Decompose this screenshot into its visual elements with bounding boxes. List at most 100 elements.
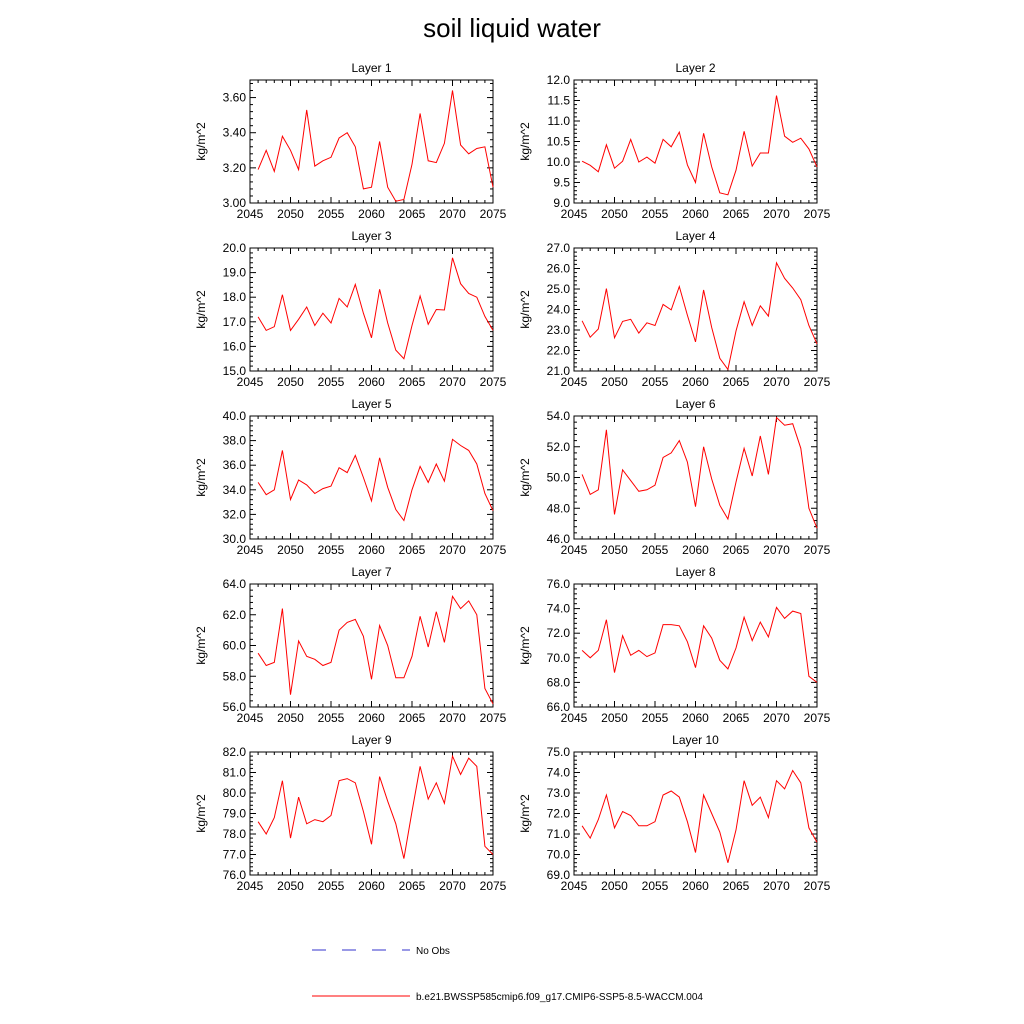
x-tick-label: 2050	[601, 711, 628, 725]
x-tick-label: 2060	[358, 543, 385, 557]
y-tick-label: 40.0	[223, 409, 247, 423]
x-tick-label: 2060	[682, 879, 709, 893]
x-tick-label: 2060	[682, 375, 709, 389]
series-line	[581, 416, 818, 529]
y-tick-label: 48.0	[547, 501, 571, 515]
plot-frame	[249, 751, 494, 876]
y-tick-label: 78.0	[223, 827, 247, 841]
x-tick-label: 2045	[237, 543, 264, 557]
y-tick-label: 70.0	[547, 651, 571, 665]
x-tick-label: 2075	[804, 711, 831, 725]
x-tick-label: 2065	[723, 711, 750, 725]
panel-title: Layer 5	[351, 397, 391, 411]
y-tick-label: 26.0	[547, 262, 571, 276]
x-tick-label: 2045	[237, 879, 264, 893]
y-tick-label: 82.0	[223, 745, 247, 759]
panel-4: Layer 4 2045 2050 2055 2060 2065 2070 2075 21.0 2…	[518, 229, 831, 389]
x-tick-label: 2055	[642, 879, 669, 893]
y-tick-label: 18.0	[223, 290, 247, 304]
y-tick-label: 27.0	[547, 241, 571, 255]
panel-title: Layer 1	[351, 61, 391, 75]
x-tick-label: 2045	[237, 207, 264, 221]
series-line	[257, 754, 494, 859]
y-tick-label: 66.0	[547, 700, 571, 714]
series-line	[581, 606, 818, 683]
y-axis-label: kg/m^2	[518, 458, 532, 497]
x-tick-label: 2055	[642, 207, 669, 221]
series-line	[257, 594, 494, 705]
x-tick-label: 2075	[480, 711, 507, 725]
y-axis-label: kg/m^2	[518, 122, 532, 161]
x-tick-label: 2045	[561, 375, 588, 389]
x-tick-label: 2055	[642, 375, 669, 389]
y-tick-label: 60.0	[223, 639, 247, 653]
x-tick-label: 2045	[561, 879, 588, 893]
panel-title: Layer 2	[675, 61, 715, 75]
y-tick-label: 12.0	[547, 73, 571, 87]
plot-frame	[573, 415, 818, 540]
x-tick-label: 2060	[682, 207, 709, 221]
x-tick-label: 2050	[601, 879, 628, 893]
y-tick-label: 76.0	[223, 868, 247, 882]
x-tick-label: 2050	[277, 375, 304, 389]
y-tick-label: 10.5	[547, 135, 571, 149]
x-tick-label: 2075	[480, 543, 507, 557]
y-tick-label: 72.0	[547, 807, 571, 821]
series-line	[581, 769, 818, 863]
y-tick-label: 58.0	[223, 669, 247, 683]
panel-title: Layer 7	[351, 565, 391, 579]
y-tick-label: 72.0	[547, 626, 571, 640]
x-tick-label: 2065	[399, 543, 426, 557]
y-tick-label: 3.20	[223, 161, 247, 175]
y-tick-label: 19.0	[223, 266, 247, 280]
y-tick-label: 9.0	[553, 196, 570, 210]
y-axis-label: kg/m^2	[194, 290, 208, 329]
panel-6: Layer 6 2045 2050 2055 2060 2065 2070 2075 46.0 4…	[518, 397, 831, 557]
y-axis-label: kg/m^2	[194, 122, 208, 161]
y-tick-label: 17.0	[223, 315, 247, 329]
y-tick-label: 81.0	[223, 766, 247, 780]
y-tick-label: 62.0	[223, 608, 247, 622]
y-tick-label: 16.0	[223, 339, 247, 353]
x-tick-label: 2075	[480, 879, 507, 893]
y-tick-label: 74.0	[547, 766, 571, 780]
y-tick-label: 30.0	[223, 532, 247, 546]
y-tick-label: 23.0	[547, 323, 571, 337]
panel-7: Layer 7 2045 2050 2055 2060 2065 2070 2075 56.0 5…	[194, 565, 507, 725]
y-tick-label: 22.0	[547, 344, 571, 358]
x-tick-label: 2070	[763, 879, 790, 893]
panel-title: Layer 9	[351, 733, 391, 747]
x-tick-label: 2050	[277, 711, 304, 725]
y-tick-label: 74.0	[547, 602, 571, 616]
y-axis-label: kg/m^2	[518, 290, 532, 329]
y-axis-label: kg/m^2	[194, 794, 208, 833]
x-tick-label: 2050	[277, 543, 304, 557]
x-tick-label: 2065	[399, 711, 426, 725]
y-tick-label: 56.0	[223, 700, 247, 714]
y-tick-label: 34.0	[223, 483, 247, 497]
x-tick-label: 2065	[399, 375, 426, 389]
y-tick-label: 24.0	[547, 303, 571, 317]
plot-frame	[573, 247, 818, 372]
y-tick-label: 69.0	[547, 868, 571, 882]
x-tick-label: 2045	[561, 543, 588, 557]
y-tick-label: 50.0	[547, 471, 571, 485]
panel-1: Layer 1 2045 2050 2055 2060 2065 2070 2075 3.00 3…	[194, 61, 507, 221]
y-tick-label: 46.0	[547, 532, 571, 546]
series-line	[581, 95, 818, 196]
y-tick-label: 11.0	[548, 114, 571, 128]
x-tick-label: 2065	[399, 207, 426, 221]
x-tick-label: 2075	[804, 375, 831, 389]
x-tick-label: 2060	[682, 711, 709, 725]
y-tick-label: 3.60	[223, 91, 247, 105]
y-tick-label: 68.0	[547, 675, 571, 689]
panel-title: Layer 6	[675, 397, 715, 411]
x-tick-label: 2045	[561, 207, 588, 221]
x-tick-label: 2055	[642, 543, 669, 557]
legend-label-no-obs: No Obs	[416, 946, 450, 957]
x-tick-label: 2045	[237, 375, 264, 389]
y-tick-label: 76.0	[547, 577, 571, 591]
x-tick-label: 2065	[723, 375, 750, 389]
legend: No Obs b.e21.BWSSP585cmip6.f09_g17.CMIP6-…	[312, 946, 703, 1003]
panel-3: Layer 3 2045 2050 2055 2060 2065 2070 2075 15.0 1…	[194, 229, 507, 389]
